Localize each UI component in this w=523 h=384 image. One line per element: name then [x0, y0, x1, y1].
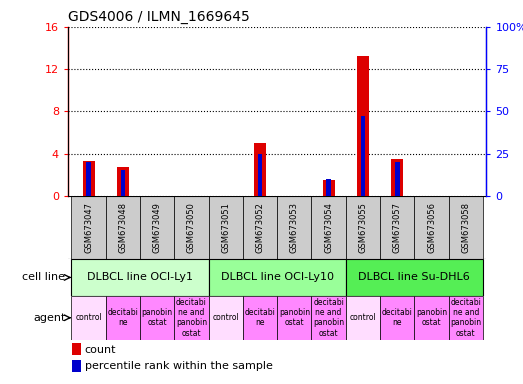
Bar — [346, 259, 483, 296]
Text: GSM673051: GSM673051 — [221, 202, 230, 253]
Text: GSM673055: GSM673055 — [358, 202, 368, 253]
Text: panobin
ostat: panobin ostat — [142, 308, 173, 328]
Text: decitabi
ne and
panobin
ostat: decitabi ne and panobin ostat — [450, 298, 481, 338]
Bar — [121, 170, 125, 196]
FancyBboxPatch shape — [277, 196, 312, 259]
FancyBboxPatch shape — [140, 196, 174, 259]
Text: DLBCL line Su-DHL6: DLBCL line Su-DHL6 — [358, 272, 470, 283]
Text: GSM673052: GSM673052 — [256, 202, 265, 253]
Bar — [361, 116, 365, 196]
FancyBboxPatch shape — [106, 196, 140, 259]
Text: panobin
ostat: panobin ostat — [416, 308, 447, 328]
Text: GSM673056: GSM673056 — [427, 202, 436, 253]
Bar — [174, 296, 209, 340]
Text: decitabi
ne and
panobin
ostat: decitabi ne and panobin ostat — [176, 298, 207, 338]
Bar — [86, 162, 91, 196]
Text: DLBCL line OCI-Ly10: DLBCL line OCI-Ly10 — [221, 272, 334, 283]
Bar — [346, 296, 380, 340]
FancyBboxPatch shape — [174, 196, 209, 259]
Bar — [449, 296, 483, 340]
Text: agent: agent — [33, 313, 65, 323]
Bar — [277, 296, 312, 340]
FancyBboxPatch shape — [312, 196, 346, 259]
Text: decitabi
ne and
panobin
ostat: decitabi ne and panobin ostat — [313, 298, 344, 338]
Bar — [209, 259, 346, 296]
Text: GSM673050: GSM673050 — [187, 202, 196, 253]
Text: DLBCL line OCI-Ly1: DLBCL line OCI-Ly1 — [87, 272, 193, 283]
Bar — [357, 56, 369, 196]
FancyBboxPatch shape — [380, 196, 414, 259]
Text: control: control — [75, 313, 102, 322]
Text: decitabi
ne: decitabi ne — [382, 308, 413, 328]
Text: decitabi
ne: decitabi ne — [107, 308, 138, 328]
Text: GDS4006 / ILMN_1669645: GDS4006 / ILMN_1669645 — [68, 10, 250, 25]
Text: decitabi
ne: decitabi ne — [245, 308, 276, 328]
Text: GSM673047: GSM673047 — [84, 202, 93, 253]
Bar — [140, 296, 174, 340]
Text: panobin
ostat: panobin ostat — [279, 308, 310, 328]
Bar — [83, 161, 95, 196]
Text: GSM673058: GSM673058 — [461, 202, 470, 253]
Bar — [312, 296, 346, 340]
Bar — [72, 296, 106, 340]
Bar — [72, 343, 82, 356]
Bar — [258, 154, 263, 196]
Text: control: control — [212, 313, 239, 322]
Bar — [106, 296, 140, 340]
Bar — [380, 296, 414, 340]
Text: GSM673049: GSM673049 — [153, 202, 162, 253]
FancyBboxPatch shape — [72, 196, 106, 259]
FancyBboxPatch shape — [449, 196, 483, 259]
Text: cell line: cell line — [22, 272, 65, 283]
FancyBboxPatch shape — [346, 196, 380, 259]
Bar — [323, 180, 335, 196]
Bar — [326, 179, 331, 196]
Bar — [243, 296, 277, 340]
Text: GSM673048: GSM673048 — [118, 202, 128, 253]
FancyBboxPatch shape — [243, 196, 277, 259]
FancyBboxPatch shape — [209, 196, 243, 259]
Text: percentile rank within the sample: percentile rank within the sample — [85, 361, 272, 371]
Bar — [414, 296, 449, 340]
Bar — [209, 296, 243, 340]
Bar — [395, 162, 400, 196]
Bar — [254, 143, 266, 196]
Bar — [72, 359, 82, 372]
Text: GSM673057: GSM673057 — [393, 202, 402, 253]
Text: GSM673053: GSM673053 — [290, 202, 299, 253]
FancyBboxPatch shape — [414, 196, 449, 259]
Text: count: count — [85, 344, 116, 354]
Text: GSM673054: GSM673054 — [324, 202, 333, 253]
Bar — [72, 259, 209, 296]
Text: control: control — [349, 313, 377, 322]
Bar — [117, 167, 129, 196]
Bar — [391, 159, 403, 196]
